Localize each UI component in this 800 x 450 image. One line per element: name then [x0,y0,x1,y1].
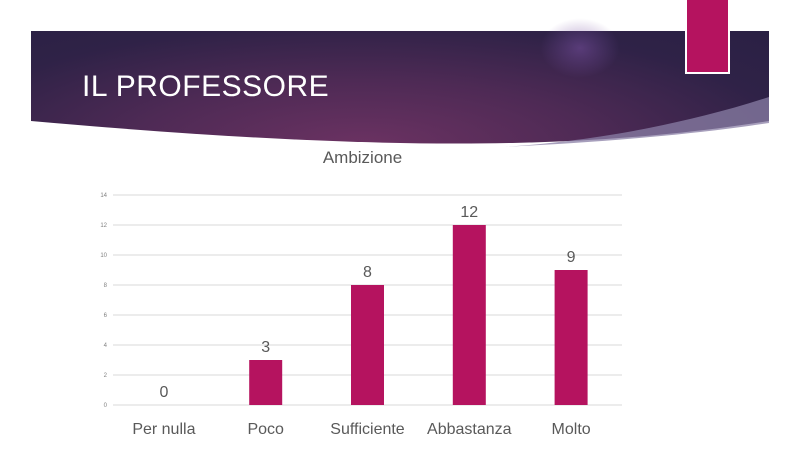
bar [554,270,588,405]
y-tick-label: 6 [104,313,108,319]
chart-title: Ambizione [322,148,403,167]
y-tick-label: 4 [104,343,108,349]
data-label: 3 [261,339,270,356]
category-label: Sufficiente [330,421,405,438]
category-label: Poco [247,421,284,438]
bar [351,285,384,405]
y-tick-label: 0 [104,403,108,409]
category-label: Per nulla [132,421,195,438]
bar [249,360,283,405]
data-label: 8 [363,264,372,281]
y-tick-label: 12 [100,223,107,229]
bar [452,225,486,405]
y-tick-label: 2 [104,373,108,379]
data-label: 12 [460,204,478,221]
data-label: 0 [159,384,168,401]
category-label: Abbastanza [427,421,512,438]
y-tick-label: 14 [100,193,107,199]
slide-title: IL PROFESSORE [82,70,330,103]
banner-glow [540,18,620,78]
accent-tab [685,0,730,74]
y-tick-label: 8 [104,283,108,289]
y-tick-label: 10 [100,253,107,259]
data-label: 9 [567,249,576,266]
category-label: Molto [552,421,591,438]
